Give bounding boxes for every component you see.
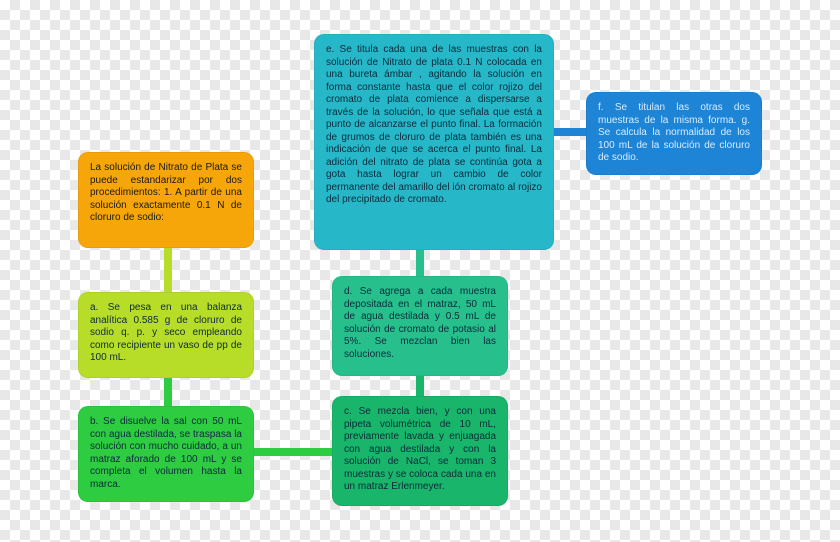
node-b-text: b. Se disuelve la sal con 50 mL con agua…	[90, 416, 242, 490]
connector-d-e	[416, 250, 424, 276]
node-intro-text: La solución de Nitrato de Plata se puede…	[90, 162, 242, 223]
connector-b-c	[254, 448, 332, 456]
node-e-text: e. Se titula cada una de las muestras co…	[326, 44, 542, 205]
node-d: d. Se agrega a cada muestra depositada e…	[332, 276, 508, 376]
node-f-text: f. Se titulan las otras dos muestras de …	[598, 102, 750, 163]
node-c: c. Se mezcla bien, y con una pipeta volu…	[332, 396, 508, 506]
node-a: a. Se pesa en una balanza analítica 0.58…	[78, 292, 254, 378]
connector-intro-a	[164, 248, 172, 292]
node-a-text: a. Se pesa en una balanza analítica 0.58…	[90, 302, 242, 363]
node-intro: La solución de Nitrato de Plata se puede…	[78, 152, 254, 248]
connector-e-f	[554, 128, 586, 136]
node-d-text: d. Se agrega a cada muestra depositada e…	[344, 286, 496, 360]
node-e: e. Se titula cada una de las muestras co…	[314, 34, 554, 250]
connector-c-d	[416, 376, 424, 396]
node-c-text: c. Se mezcla bien, y con una pipeta volu…	[344, 406, 496, 492]
node-b: b. Se disuelve la sal con 50 mL con agua…	[78, 406, 254, 502]
node-f: f. Se titulan las otras dos muestras de …	[586, 92, 762, 175]
connector-a-b	[164, 378, 172, 406]
